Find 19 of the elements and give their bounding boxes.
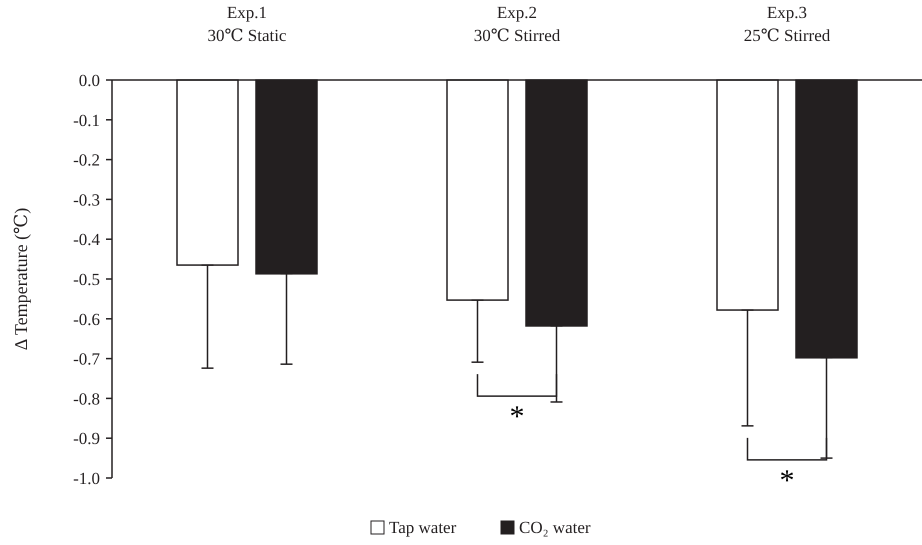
y-tick-label: -0.9	[73, 429, 100, 448]
y-tick-label: -0.1	[73, 110, 100, 130]
x-tick-label: Exp.3 25℃ Stirred	[744, 3, 831, 45]
x-tick-label: Exp.2 30℃ Stirred	[474, 3, 561, 45]
y-tick-label: -0.6	[73, 310, 100, 329]
y-tick-label: 0.0	[78, 70, 100, 90]
y-tick-label: -1.0	[73, 468, 100, 488]
x-tick-label: Exp.1 30℃ Static	[208, 3, 287, 45]
y-tick-label: -0.8	[73, 389, 100, 408]
legend-label: CO₂ water	[519, 518, 591, 537]
legend-label: Tap water	[389, 518, 457, 537]
y-tick-label: -0.7	[73, 350, 100, 369]
y-tick-label: -0.5	[73, 270, 100, 289]
annotation: *	[510, 400, 524, 434]
y-tick-label: -0.3	[73, 190, 100, 210]
annotation: *	[780, 464, 794, 497]
y-tick-label: -0.2	[73, 150, 100, 170]
y-axis-title: Δ Temperature (℃)	[11, 208, 31, 350]
y-tick-label: -0.4	[73, 230, 100, 250]
